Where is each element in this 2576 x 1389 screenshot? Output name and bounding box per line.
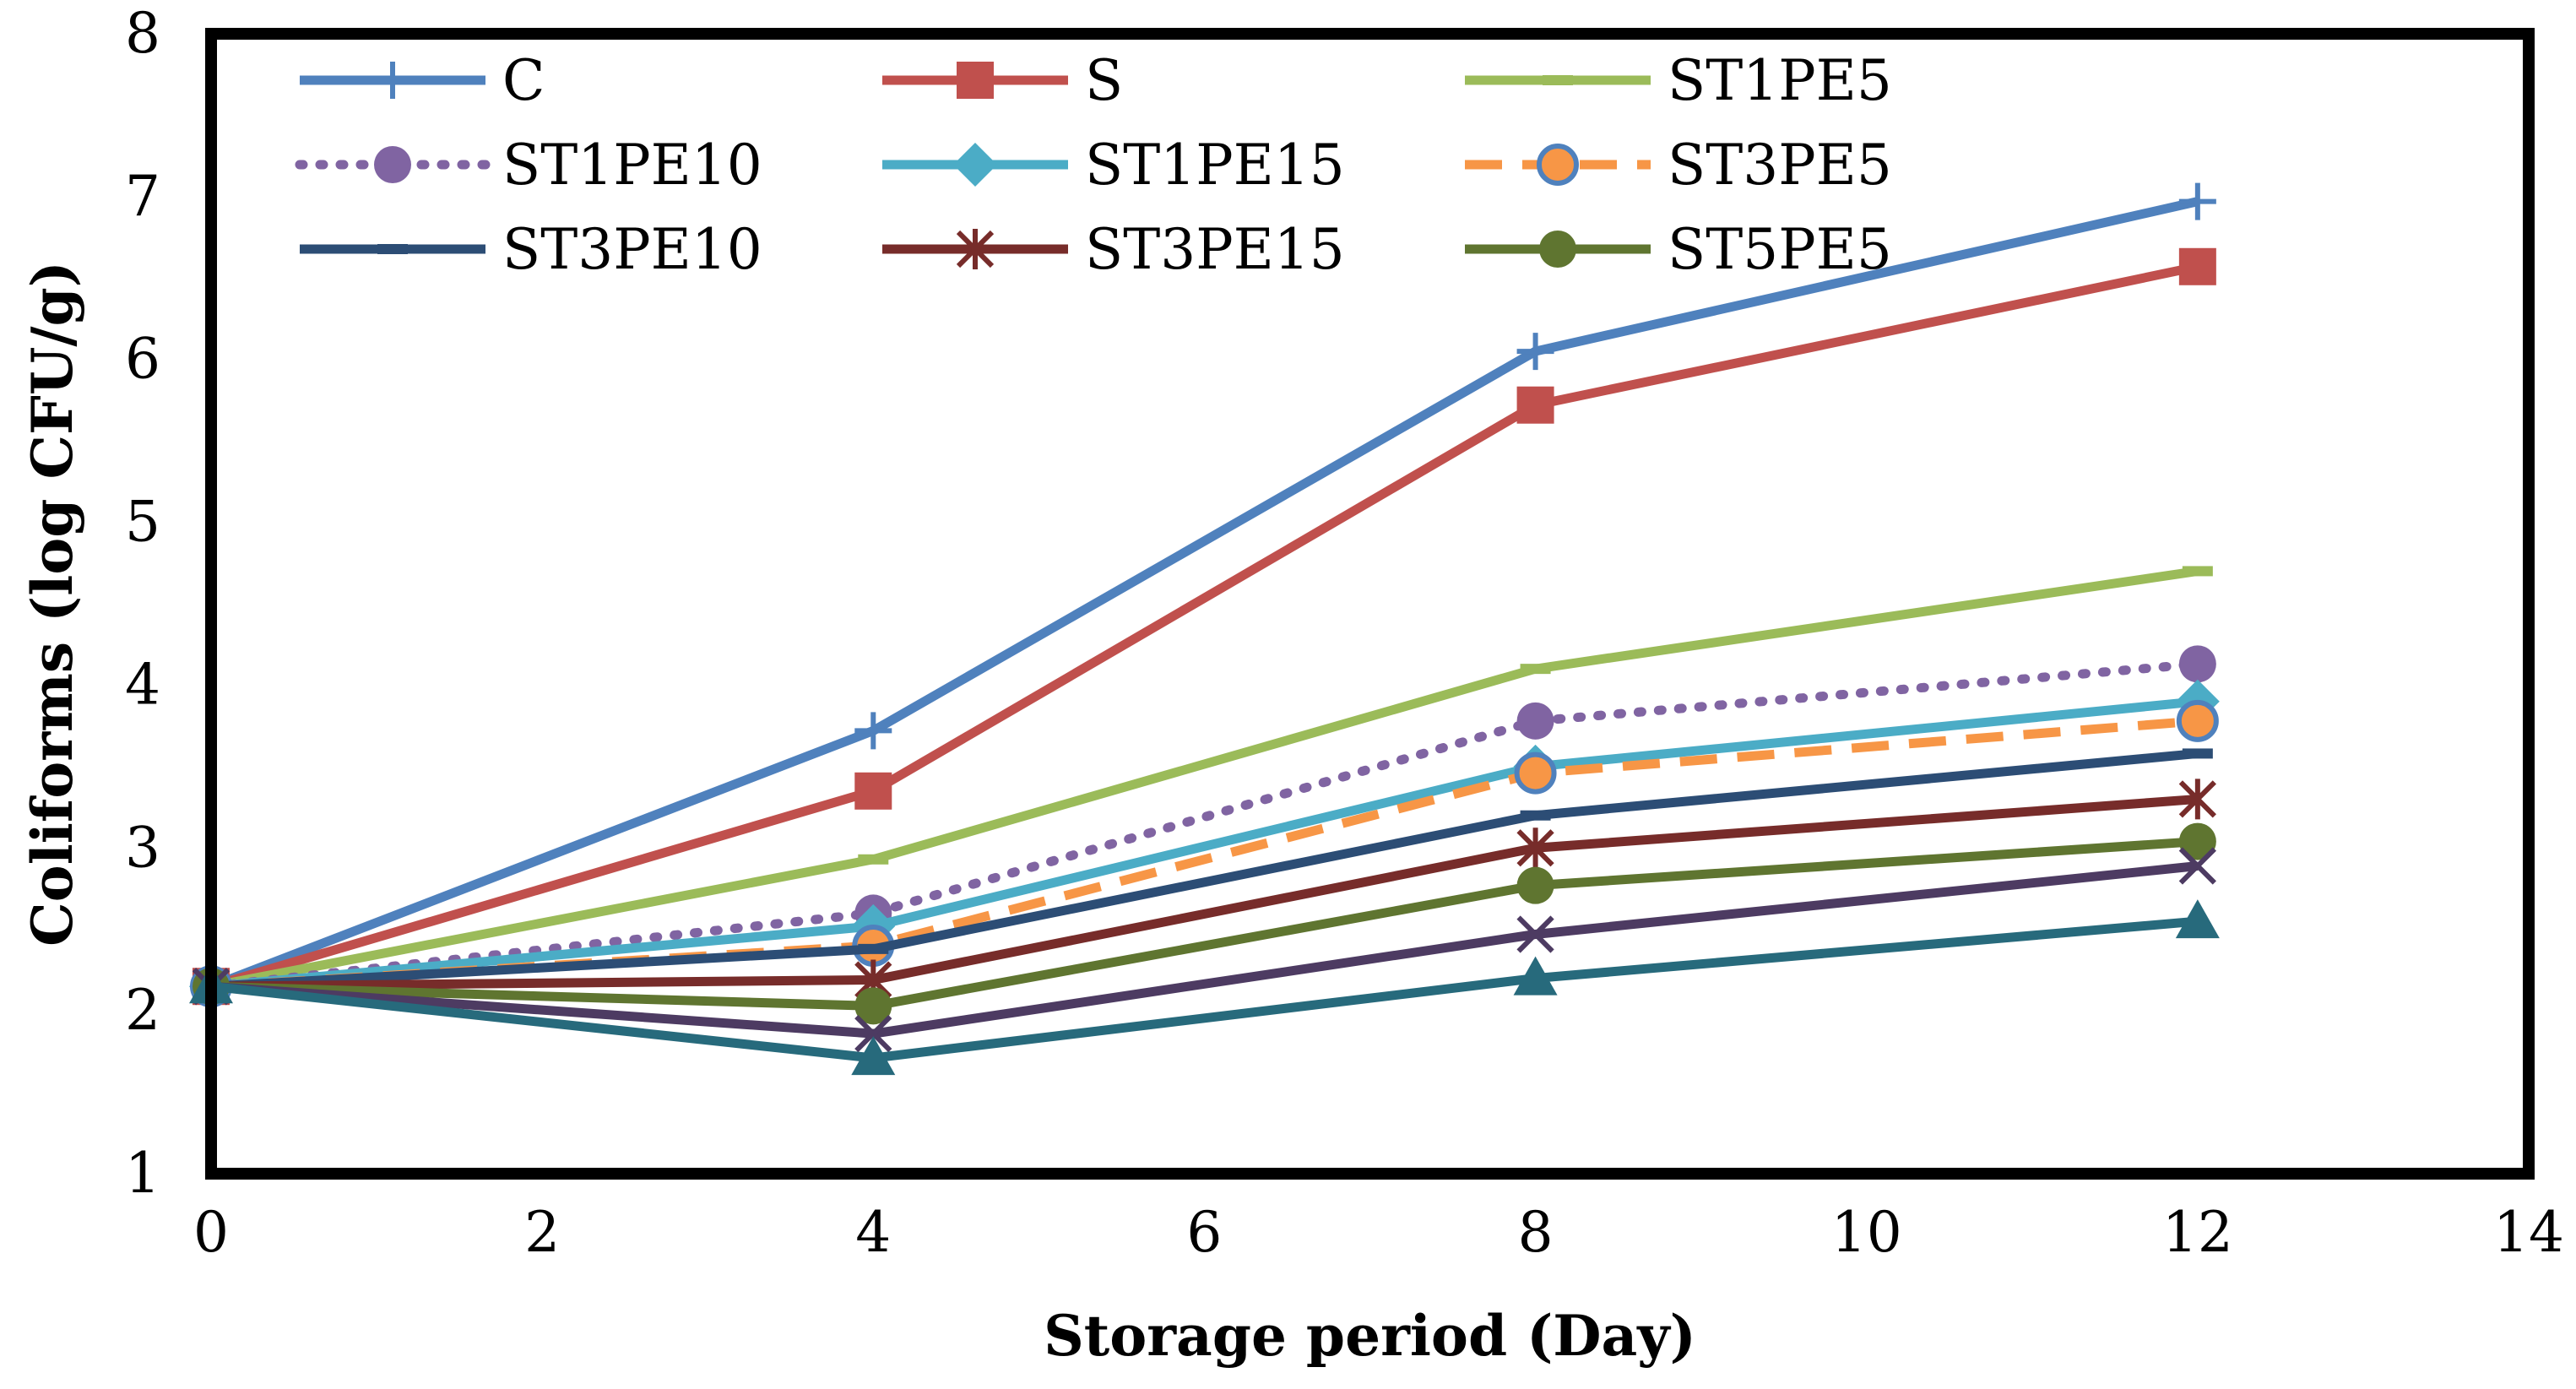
legend-label: ST1PE5 xyxy=(1668,48,1892,113)
y-tick-label: 7 xyxy=(125,164,160,229)
series-line xyxy=(209,197,2199,991)
data-point-marker xyxy=(956,229,995,269)
data-point-marker xyxy=(2182,566,2213,577)
series-st5pe5 xyxy=(193,822,2216,1025)
data-point-marker xyxy=(854,712,892,750)
legend-label: ST1PE10 xyxy=(502,133,762,198)
series-line xyxy=(210,748,2199,991)
series-line xyxy=(206,659,2203,991)
legend-item: ST3PE15 xyxy=(882,217,1345,282)
y-tick-label: 8 xyxy=(125,1,160,66)
data-point-marker xyxy=(957,62,994,99)
data-point-marker xyxy=(854,987,892,1025)
x-tick-label: 0 xyxy=(193,1200,229,1265)
x-tick-label: 10 xyxy=(1831,1200,1902,1265)
data-point-marker xyxy=(2176,699,2219,742)
data-point-marker xyxy=(858,943,889,954)
data-point-marker xyxy=(377,244,408,254)
data-point-marker xyxy=(854,772,892,810)
x-tick-label: 12 xyxy=(2162,1200,2233,1265)
data-point-marker xyxy=(2178,247,2216,285)
x-tick-label: 2 xyxy=(524,1200,560,1265)
data-point-marker xyxy=(374,146,411,183)
series-line xyxy=(210,861,2199,1039)
data-point-marker xyxy=(1516,386,1554,424)
x-tick-label: 14 xyxy=(2493,1200,2564,1265)
series-line xyxy=(209,262,2199,991)
data-point-marker xyxy=(2178,779,2216,820)
y-tick-label: 5 xyxy=(125,490,160,555)
y-tick-label: 6 xyxy=(125,327,160,392)
data-point-marker xyxy=(2178,645,2216,683)
data-point-marker xyxy=(2178,847,2216,885)
series-st1pe15 xyxy=(189,679,2220,1009)
data-point-marker xyxy=(1516,827,1554,869)
data-point-marker xyxy=(851,1036,896,1076)
plot-area-border xyxy=(205,28,2535,1180)
series-st1pe10 xyxy=(193,645,2216,1006)
legend-item: S xyxy=(882,48,1123,113)
x-axis-title: Storage period (Day) xyxy=(1044,1303,1696,1369)
legend-label: ST1PE15 xyxy=(1085,133,1345,198)
y-tick-label: 2 xyxy=(125,978,160,1043)
series-line xyxy=(210,916,2199,1063)
data-point-marker xyxy=(1516,866,1554,904)
data-point-marker xyxy=(854,1015,892,1053)
y-tick-label: 1 xyxy=(125,1141,160,1206)
data-point-marker xyxy=(858,854,889,865)
legend-item: ST1PE5 xyxy=(1465,48,1892,113)
data-point-marker xyxy=(1539,231,1576,268)
x-tick-label: 6 xyxy=(1186,1200,1222,1265)
series-line xyxy=(210,837,2199,1011)
legend: C S ST1PE5 ST1PE10 ST1PE15 ST3PE5 ST3PE10 ST3PE… xyxy=(295,48,1892,282)
series-line xyxy=(210,716,2199,991)
y-axis-title: Coliforms (log CFU/g) xyxy=(19,261,85,947)
series-line xyxy=(210,794,2199,991)
data-point-marker xyxy=(2175,899,2220,939)
y-tick-label: 3 xyxy=(125,815,160,880)
data-point-marker xyxy=(1516,702,1554,740)
legend-item: ST3PE5 xyxy=(1465,133,1892,198)
legend-label: S xyxy=(1085,48,1123,113)
data-point-marker xyxy=(1537,144,1579,186)
legend-item: ST1PE15 xyxy=(882,133,1345,198)
series-unlabeled-10 xyxy=(189,899,2220,1076)
series-line xyxy=(210,697,2199,991)
data-point-marker xyxy=(2178,822,2216,860)
data-point-marker xyxy=(953,143,997,187)
series-line xyxy=(209,566,2199,991)
data-point-marker xyxy=(1516,915,1554,953)
legend-label: ST3PE10 xyxy=(502,217,762,282)
series-st3pe10 xyxy=(196,748,2213,992)
legend-item: ST5PE5 xyxy=(1465,217,1892,282)
legend-label: ST3PE5 xyxy=(1668,133,1892,198)
data-point-marker xyxy=(2182,748,2213,759)
data-point-marker xyxy=(2178,182,2216,220)
data-point-marker xyxy=(1514,751,1557,795)
y-tick-label: 4 xyxy=(125,652,160,717)
legend-item: ST3PE10 xyxy=(300,217,762,282)
x-tick-label: 8 xyxy=(1518,1200,1554,1265)
data-point-marker xyxy=(1520,664,1551,675)
data-point-marker xyxy=(1516,333,1554,371)
data-point-marker xyxy=(1543,75,1573,85)
data-point-marker xyxy=(374,62,411,99)
x-tick-label: 4 xyxy=(855,1200,891,1265)
data-point-marker xyxy=(1513,956,1558,996)
legend-label: ST3PE15 xyxy=(1085,217,1345,282)
series-layer xyxy=(189,182,2220,1076)
legend-label: ST5PE5 xyxy=(1668,217,1892,282)
series-unlabeled-9 xyxy=(192,847,2216,1053)
data-point-marker xyxy=(1520,810,1551,821)
legend-item: ST1PE10 xyxy=(295,133,762,198)
legend-label: C xyxy=(502,48,545,113)
legend-item: C xyxy=(300,48,545,113)
